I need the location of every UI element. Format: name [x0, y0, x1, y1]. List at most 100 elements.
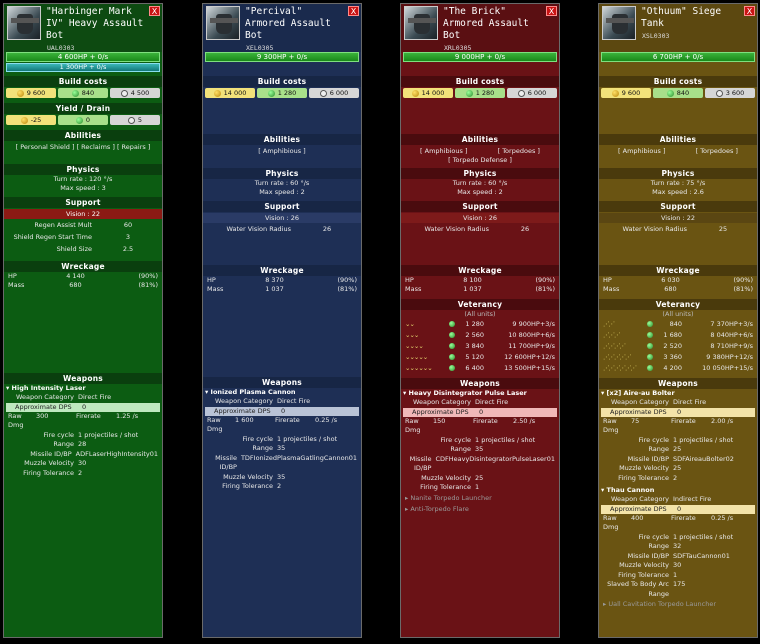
abilities-list: [ Amphibious ][ Torpedoes ] — [420, 147, 540, 155]
turn-rate: Turn rate : 60 °/s — [452, 179, 508, 187]
range: Range 35 — [252, 444, 286, 452]
muzzle-velocity: Muzzle Velocity 25 — [619, 464, 682, 472]
turn-rate: Turn rate : 60 °/s — [254, 179, 310, 187]
collapsed-weapon[interactable]: ▸ Anti-Torpedo Flare — [405, 504, 469, 513]
weapon-name[interactable]: ▾ Ionized Plasma Cannon — [205, 388, 296, 396]
mass-icon — [20, 116, 28, 124]
firing-tolerance: Firing Tolerance 2 — [618, 473, 678, 482]
yield-row: -25 0 5 — [4, 114, 162, 126]
unit-panel-harbinger: "Harbinger Mark IV" Heavy Assault Bot UA… — [3, 3, 163, 638]
rank-chevrons-icon: ⌄⌄⌄ — [405, 331, 419, 339]
missile-id: Missile ID/BP TDFIonizedPlasmaGatlingCann… — [215, 453, 357, 472]
clock-icon — [120, 89, 128, 97]
weapon-category: Weapon Category Direct Fire — [15, 393, 112, 401]
close-button[interactable]: X — [348, 6, 359, 16]
unit-code: XRL0305 — [444, 44, 472, 52]
weapon-name[interactable]: ▾ Thau Cannon — [601, 486, 655, 494]
collapsed-weapon[interactable]: ▸ Nanite Torpedo Launcher — [405, 493, 492, 502]
unit-thumbnail — [206, 6, 240, 40]
unit-title: "Harbinger Mark IV" Heavy Assault Bot — [46, 6, 144, 41]
fire-cycle: Fire cycle 1 projectiles / shot — [43, 430, 139, 439]
time-cost: 6 000 — [309, 88, 359, 98]
section-physics: Physics — [599, 168, 757, 179]
muzzle-velocity: Muzzle Velocity 25 — [421, 473, 484, 482]
close-button[interactable]: X — [546, 6, 557, 16]
weapon-name[interactable]: ▾ [x2] Aire-au Bolter — [601, 389, 675, 397]
mass-cost: 9 600 — [6, 88, 56, 98]
unit-thumbnail — [7, 6, 41, 40]
muzzle-velocity: Muzzle Velocity 30 — [619, 561, 682, 569]
rank-chevrons-icon: ⌄⌄ — [405, 320, 415, 328]
vision-value: Vision : 22 — [599, 213, 757, 223]
weapon-name[interactable]: ▾ High Intensity Laser — [6, 384, 86, 392]
energy-icon — [465, 89, 473, 97]
unit-panel-percival: "Percival" Armored Assault Bot XEL0305 X… — [202, 3, 362, 638]
clock-icon — [715, 89, 723, 97]
rank-chevrons-icon: ⋰⋰⋰ — [603, 331, 621, 339]
mass-cost: 9 600 — [601, 88, 651, 98]
approx-dps: Approximate DPS 0 — [601, 504, 755, 514]
approx-dps: Approximate DPS 0 — [205, 406, 359, 416]
wreckage-hp: HP 8 370 (90%) — [207, 276, 357, 284]
unit-header: "Othuum" Siege Tank XSL0303 X — [599, 4, 757, 52]
mass-icon — [16, 89, 24, 97]
wreckage-hp: HP 4 140 (90%) — [8, 272, 158, 280]
collapsed-weapon[interactable]: ▸ Uall Cavitation Torpedo Launcher — [603, 600, 717, 608]
veterancy-row: ⋰⋰⋰⋰⋰⋰ 4 200 10 050HP+15/s — [603, 364, 753, 372]
weapon-category: Weapon Category Indirect Fire — [610, 495, 712, 503]
weapon-name[interactable]: ▾ Heavy Disintegrator Pulse Laser — [403, 389, 527, 397]
unit-thumbnail — [602, 6, 636, 40]
time-cost: 3 600 — [705, 88, 755, 98]
range: Range 25 — [648, 445, 682, 453]
range: Range 35 — [450, 445, 484, 453]
max-speed: Max speed : 2.6 — [652, 188, 704, 196]
energy-cost: 840 — [58, 88, 108, 98]
missile-id: Missile ID/BP CDFHeavyDisintegratorPulseL… — [409, 454, 555, 473]
section-physics: Physics — [4, 164, 162, 175]
raw-dmg-row: Raw Dmg 400 Firerate 0.25 /s — [603, 513, 734, 532]
raw-dmg-row: Raw Dmg 300 Firerate 1.25 /s — [8, 411, 139, 430]
hp-bar: 6 700HP + 0/s — [601, 52, 755, 62]
weapon-category: Weapon Category Direct Fire — [214, 397, 311, 405]
wreckage-hp: HP 8 100 (90%) — [405, 276, 555, 284]
energy-cost: 1 280 — [257, 88, 307, 98]
approx-dps: Approximate DPS 0 — [403, 407, 557, 417]
section-veterancy: Veterancy — [599, 299, 757, 310]
veterancy-row: ⋰⋰⋰⋰⋰ 3 360 9 380HP+12/s — [603, 353, 753, 361]
section-wreckage: Wreckage — [401, 265, 559, 276]
energy-icon — [449, 354, 455, 360]
section-wreckage: Wreckage — [203, 265, 361, 276]
build-costs-row: 9 600 840 3 600 — [599, 87, 757, 99]
energy-icon — [449, 365, 455, 371]
section-support: Support — [4, 197, 162, 208]
energy-icon — [449, 321, 455, 327]
section-abilities: Abilities — [203, 134, 361, 145]
veterancy-row: ⋰⋰⋰⋰ 2 520 8 710HP+9/s — [603, 342, 753, 350]
slaved-body-arc: Slaved To Body Arc 175 — [607, 580, 686, 588]
energy-icon — [647, 365, 653, 371]
energy-icon — [647, 321, 653, 327]
section-veterancy: Veterancy — [401, 299, 559, 310]
section-wreckage: Wreckage — [4, 261, 162, 272]
energy-icon — [449, 332, 455, 338]
section-physics: Physics — [401, 168, 559, 179]
mass-icon — [213, 89, 221, 97]
section-support: Support — [401, 201, 559, 212]
unit-thumbnail — [404, 6, 438, 40]
energy-icon — [449, 343, 455, 349]
veterancy-scope: (All units) — [662, 310, 694, 318]
weapon-category: Weapon Category Direct Fire — [610, 398, 707, 406]
weapon-category: Weapon Category Direct Fire — [412, 398, 509, 406]
wreckage-mass: Mass 1 037 (81%) — [207, 285, 357, 293]
section-build-costs: Build costs — [203, 76, 361, 87]
close-button[interactable]: X — [149, 6, 160, 16]
unit-title: "The Brick" Armored Assault Bot — [443, 6, 529, 41]
close-button[interactable]: X — [744, 6, 755, 16]
veterancy-row: ⋰⋰ 840 7 370HP+3/s — [603, 320, 753, 328]
energy-icon — [647, 354, 653, 360]
turn-rate: Turn rate : 75 °/s — [650, 179, 706, 187]
support-row: Water Vision Radius 26 — [424, 225, 530, 233]
mass-cost: 14 000 — [205, 88, 255, 98]
range: Range 28 — [53, 440, 87, 448]
rank-chevrons-icon: ⋰⋰ — [603, 320, 615, 328]
